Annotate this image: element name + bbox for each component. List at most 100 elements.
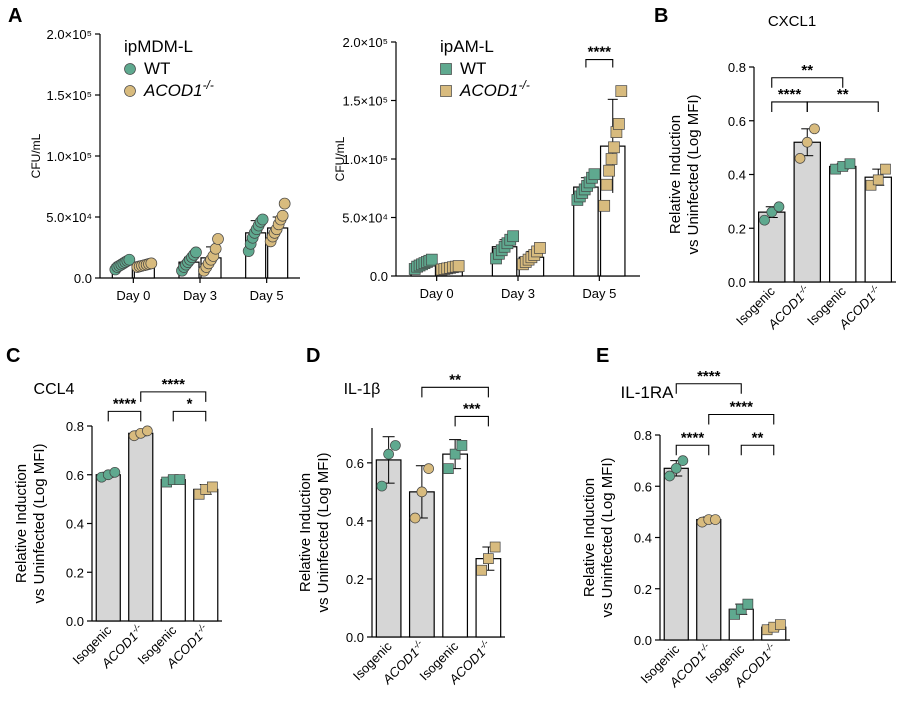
data-point	[423, 463, 434, 474]
significance-label: ****	[681, 429, 705, 446]
data-point	[489, 541, 501, 553]
x-tick-label: Day 3	[501, 286, 535, 301]
chart-title: CXCL1	[768, 13, 816, 30]
bar	[160, 479, 186, 622]
x-tick-label: Day 0	[116, 288, 150, 303]
significance-label: ****	[162, 376, 186, 393]
legend-title: ipMDM-L	[124, 37, 193, 56]
significance-label: ****	[730, 399, 754, 416]
y-tick-label: 0.0	[66, 614, 84, 629]
y-tick-label: 0.0	[74, 271, 92, 286]
legend-entry: ACOD1-/-	[459, 78, 530, 100]
data-point	[409, 512, 421, 524]
data-point	[710, 514, 721, 525]
y-tick-label: 1.5×10⁵	[46, 88, 92, 103]
data-point	[276, 209, 289, 222]
data-point	[123, 253, 136, 266]
bar	[663, 467, 689, 641]
data-point	[376, 480, 388, 492]
y-tick-label: 2.0×10⁵	[342, 35, 388, 50]
significance-label: **	[752, 429, 764, 446]
data-point	[443, 463, 454, 474]
y-tick-label: 0.4	[346, 514, 364, 529]
y-tick-label: 1.5×10⁵	[342, 94, 388, 109]
y-tick-label: 0.0	[728, 275, 746, 290]
y-tick-label: 0.2	[728, 221, 746, 236]
data-point	[452, 260, 465, 272]
x-tick-label: Day 3	[183, 288, 217, 303]
y-tick-label: 1.0×10⁵	[342, 152, 388, 167]
y-tick-label: 0.8	[66, 419, 84, 434]
bar	[696, 518, 722, 641]
data-point	[670, 462, 682, 474]
data-point	[124, 63, 136, 75]
data-point	[483, 553, 494, 564]
data-point	[794, 153, 806, 164]
y-tick-label: 0.2	[634, 582, 652, 597]
data-point	[383, 448, 394, 460]
data-point	[209, 242, 222, 255]
significance-label: ****	[113, 395, 137, 412]
panel-letter: B	[654, 5, 668, 27]
significance-bracket	[172, 410, 207, 422]
chart-panel-6: 0.0 0.2 0.4 0.6 0.8 Relative Induction vs Unin…	[581, 368, 790, 691]
significance-label: ****	[588, 44, 612, 61]
y-tick-label: 0.8	[728, 60, 746, 75]
panel-letter: D	[306, 345, 320, 367]
y-tick-label: 0.0	[634, 633, 652, 648]
panel-letter: A	[8, 5, 22, 27]
legend-title: ipAM-L	[440, 37, 494, 56]
data-point	[449, 448, 461, 460]
data-point	[256, 213, 269, 226]
significance-bracket	[740, 444, 775, 456]
significance-bracket	[454, 415, 489, 427]
y-tick-label: 0.6	[634, 479, 652, 494]
panel-letter: C	[6, 345, 20, 367]
data-point	[390, 440, 401, 451]
data-point	[507, 230, 519, 243]
data-point	[608, 141, 620, 154]
data-point	[773, 201, 785, 213]
data-point	[677, 455, 689, 466]
y-tick-label: 0.0	[370, 269, 388, 284]
significance-label: *	[187, 395, 193, 412]
legend-entry: WT	[460, 59, 486, 78]
data-point	[613, 118, 625, 130]
chart-title: IL-1RA	[621, 383, 675, 402]
data-point	[844, 158, 856, 170]
data-point	[174, 474, 186, 485]
bar	[193, 488, 219, 622]
y-tick-label: 0.0	[346, 630, 364, 645]
y-tick-label: 0.6	[346, 456, 364, 471]
y-axis-label: vs Uninfected (Log MFI)	[685, 94, 702, 254]
data-point	[742, 598, 754, 610]
significance-bracket	[771, 77, 844, 88]
chart-title: CCL4	[34, 381, 75, 398]
y-tick-label: 0.4	[634, 531, 652, 546]
y-axis-label: vs Uninfected (Log MFI)	[31, 443, 48, 603]
significance-label: ****	[697, 368, 721, 385]
data-point	[190, 246, 202, 259]
data-point	[425, 253, 438, 266]
significance-label: ****	[778, 86, 802, 103]
data-point	[809, 123, 820, 135]
data-point	[212, 233, 224, 245]
y-tick-label: 0.4	[66, 517, 84, 532]
data-point	[416, 486, 428, 498]
y-tick-label: 0.6	[728, 114, 746, 129]
legend-entry: ACOD1-/-	[143, 78, 214, 100]
data-point	[775, 619, 786, 630]
significance-bracket	[708, 413, 775, 425]
chart-panel-1: 0.0 5.0×10⁴ 1.0×10⁵ 1.5×10⁵ 2.0×10⁵ CFU/mL Day…	[29, 27, 300, 303]
data-point	[615, 85, 628, 97]
legend-entry: WT	[144, 59, 170, 78]
data-point	[278, 197, 291, 210]
x-tick-label: Day 0	[420, 286, 454, 301]
bar	[95, 474, 121, 622]
data-point	[476, 564, 487, 576]
significance-bracket	[585, 59, 614, 68]
y-axis-label: CFU/mL	[333, 136, 347, 181]
chart-panel-5: 0.0 0.2 0.4 0.6 Relative Induction vs Uninfec…	[297, 371, 505, 688]
significance-bracket	[771, 101, 808, 112]
